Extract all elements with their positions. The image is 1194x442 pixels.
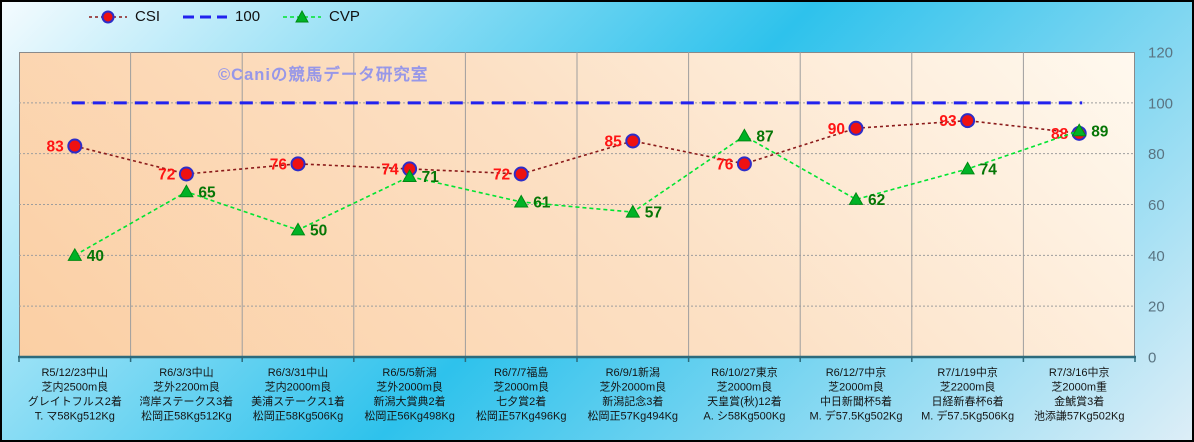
y-tick-label: 40 <box>1148 248 1165 265</box>
watermark: ©Caniの競馬データ研究室 <box>218 66 429 84</box>
x-axis-label-line: A. シ58Kg500Kg <box>703 411 785 423</box>
legend-label-cvp: CVP <box>329 8 360 25</box>
x-axis <box>18 355 1136 362</box>
x-axis-label-line: 松岡正56Kg498Kg <box>364 409 455 423</box>
chart-legend: CSI 100 CVP <box>88 8 360 25</box>
x-axis-label-line: 新潟記念3着 <box>602 394 663 408</box>
legend-label-csi: CSI <box>135 8 161 25</box>
x-axis-label-line: R7/3/16中京 <box>1049 365 1110 379</box>
y-tick-label: 80 <box>1148 146 1165 163</box>
legend-item-csi: CSI <box>88 8 160 25</box>
x-axis-label-line: 芝2200m良 <box>940 380 996 394</box>
x-axis-label-line: R7/1/19中京 <box>937 365 998 379</box>
x-axis-label-line: M. デ57.5Kg502Kg <box>810 409 903 423</box>
y-tick-label: 100 <box>1148 95 1173 112</box>
x-axis-label-line: M. デ57.5Kg506Kg <box>921 409 1014 423</box>
x-axis-label-line: R6/10/27東京 <box>711 365 778 379</box>
x-axis-label-line: 美浦ステークス1着 <box>251 394 345 408</box>
x-axis-label-line: 天皇賞(秋)12着 <box>707 394 782 408</box>
y-tick-label: 120 <box>1148 45 1173 62</box>
x-axis-label-line: 芝外2000m良 <box>599 380 666 394</box>
x-axis-label-line: 松岡正58Kg512Kg <box>141 409 232 423</box>
legend-item-100: 100 <box>182 8 260 25</box>
x-axis-label-line: 松岡正58Kg506Kg <box>253 409 344 423</box>
x-axis-label-line: 中日新聞杯5着 <box>820 394 892 408</box>
x-axis-label-line: グレイトフルス2着 <box>28 394 122 408</box>
x-axis-label-line: R6/12/7中京 <box>826 365 887 379</box>
x-axis-label-line: 芝2000m重 <box>1051 380 1107 394</box>
x-axis-label-line: 七夕賞2着 <box>496 394 546 408</box>
x-axis-label-line: 芝外2200m良 <box>153 380 220 394</box>
x-axis-label-line: 芝2000m良 <box>493 380 549 394</box>
x-axis-label-line: 松岡正57Kg496Kg <box>476 409 567 423</box>
x-axis-label-line: R6/5/5新潟 <box>382 365 436 379</box>
x-axis-label-line: 松岡正57Kg494Kg <box>588 409 679 423</box>
y-axis-labels: 0 20 40 60 80 100 120 <box>1148 45 1173 367</box>
legend-label-100: 100 <box>235 8 261 25</box>
x-axis-label-line: 湾岸ステークス3着 <box>140 394 234 408</box>
cvp-marker-icon <box>283 9 322 22</box>
x-axis-label-line: 金鯱賞3着 <box>1054 394 1104 408</box>
x-axis-label-line: T. マ58Kg512Kg <box>35 411 115 423</box>
y-tick-label: 20 <box>1148 299 1165 316</box>
plot-area <box>19 52 1135 357</box>
x-axis-label-line: 芝2000m良 <box>828 380 884 394</box>
csi-marker-icon <box>89 10 127 23</box>
y-tick-label: 60 <box>1148 197 1165 214</box>
y-tick-label: 0 <box>1148 350 1156 367</box>
x-axis-label-line: 芝内2000m良 <box>265 380 332 394</box>
x-axis-label-line: R6/9/1新潟 <box>606 365 660 379</box>
x-axis-label-line: 芝2000m良 <box>717 380 773 394</box>
reference-line-icon <box>183 15 228 18</box>
x-axis-label-line: R5/12/23中山 <box>41 366 108 379</box>
x-axis-label-line: R6/3/31中山 <box>268 366 329 379</box>
x-axis-label-line: 芝内2500m良 <box>41 380 108 394</box>
x-axis-label-line: R6/7/7福島 <box>494 365 548 379</box>
legend-item-cvp: CVP <box>282 8 360 25</box>
x-axis-label-line: 池添謙57Kg502Kg <box>1034 409 1125 423</box>
x-axis-label-line: 新潟大賞典2着 <box>374 394 446 408</box>
x-axis-label-line: 日経新春杯6着 <box>932 394 1004 408</box>
x-axis-label-line: 芝外2000m良 <box>376 380 443 394</box>
x-axis-label-line: R6/3/3中山 <box>159 366 213 379</box>
